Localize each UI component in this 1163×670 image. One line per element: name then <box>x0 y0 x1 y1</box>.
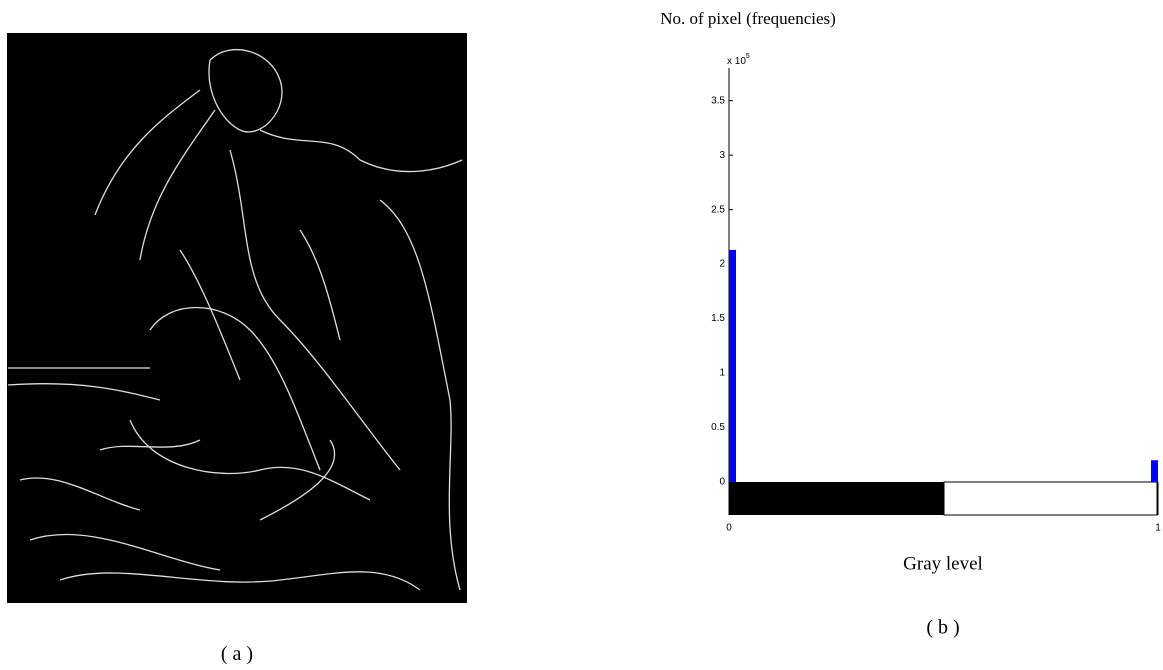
x-tick-label: 1 <box>1155 523 1161 534</box>
y-tick-label: 2.5 <box>711 204 725 215</box>
caption-b: ( b ) <box>926 617 959 639</box>
y-tick-label: 1.5 <box>711 313 725 324</box>
colorbar-black <box>729 482 944 515</box>
colorbar-white <box>944 482 1157 515</box>
caption-a: ( a ) <box>221 643 253 665</box>
y-tick-label: 2 <box>719 259 725 270</box>
bar <box>1151 460 1158 482</box>
edge-image <box>7 33 467 603</box>
x-tick-label: 0 <box>726 523 732 534</box>
figure: ( a ) No. of pixel (frequencies) x 105 G… <box>0 0 1163 670</box>
y-tick-label: 3.5 <box>711 95 725 106</box>
multiplier-exponent: 5 <box>746 53 750 60</box>
y-multiplier: x 105 <box>727 53 750 67</box>
y-tick-label: 0 <box>719 477 725 488</box>
y-tick-label: 1 <box>719 368 725 379</box>
x-axis-title: Gray level <box>903 553 983 574</box>
multiplier-base: x 10 <box>727 56 746 67</box>
bar <box>729 250 736 482</box>
y-tick-label: 3 <box>719 150 725 161</box>
y-axis-title: No. of pixel (frequencies) <box>660 9 836 28</box>
y-tick-label: 0.5 <box>711 422 725 433</box>
